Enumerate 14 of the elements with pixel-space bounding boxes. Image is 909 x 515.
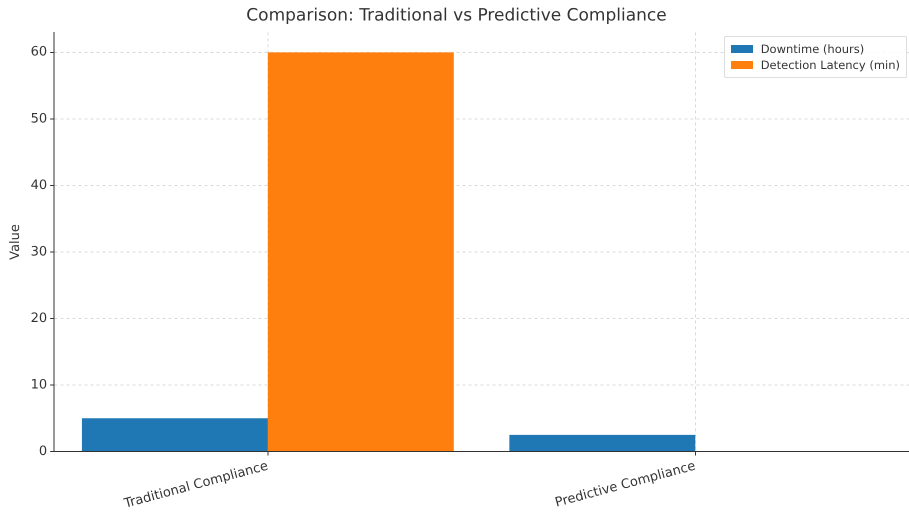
bar <box>268 52 454 452</box>
y-tick-label: 0 <box>38 444 48 459</box>
y-tick-label: 50 <box>30 111 48 126</box>
y-tick-label: 30 <box>30 244 48 260</box>
bar <box>509 434 696 452</box>
bar <box>82 418 268 452</box>
y-tick-label: 60 <box>30 44 48 60</box>
chart-title: Comparison: Traditional vs Predictive Compliance <box>246 6 667 26</box>
y-axis-title: Value <box>8 224 24 260</box>
y-tick-label: 10 <box>30 377 48 392</box>
legend-label: Downtime (hours) <box>760 42 864 56</box>
y-tick-label: 40 <box>30 178 48 193</box>
y-tick-label: 20 <box>30 310 48 326</box>
legend-label: Detection Latency (min) <box>760 58 900 72</box>
